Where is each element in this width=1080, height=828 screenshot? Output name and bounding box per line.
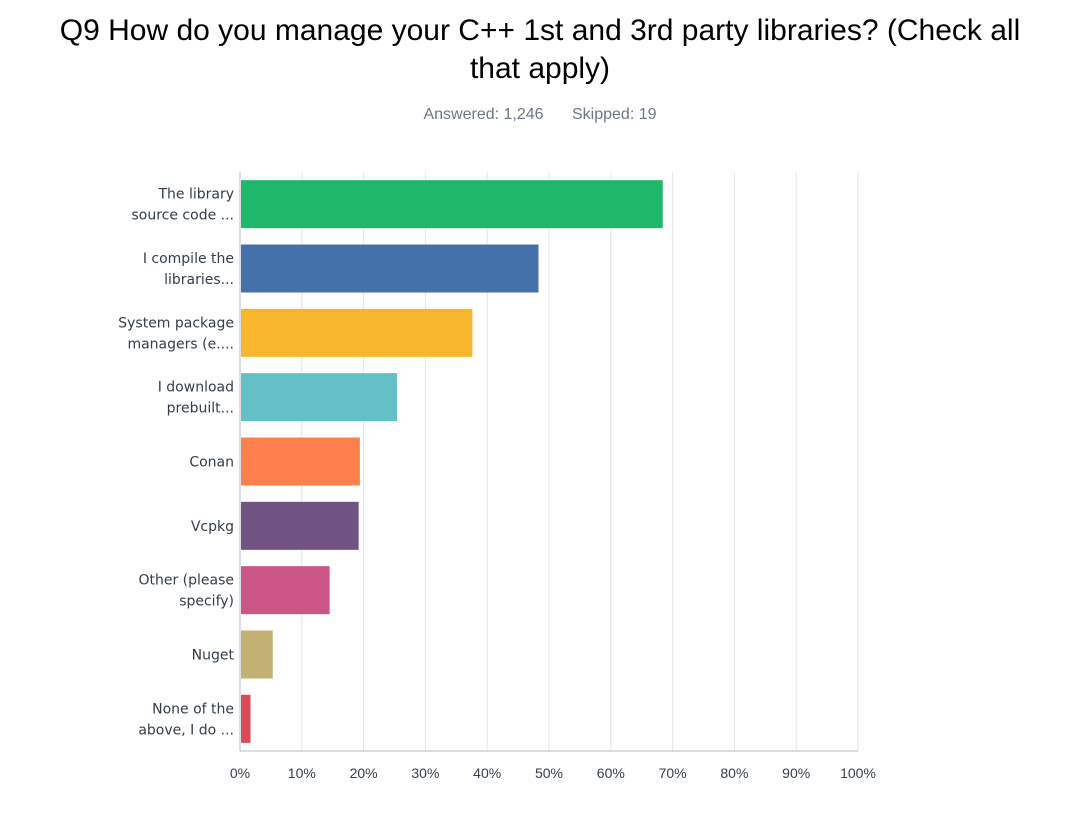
category-label-line: Nuget bbox=[192, 648, 235, 664]
category-label-line: None of the bbox=[152, 701, 234, 717]
category-label-line: Vcpkg bbox=[191, 519, 234, 535]
category-label: I download prebuilt... bbox=[158, 380, 234, 417]
category-label: Vcpkg bbox=[191, 519, 234, 535]
response-stats: Answered: 1,246 Skipped: 19 bbox=[0, 106, 1080, 124]
x-tick-label: 50% bbox=[535, 765, 563, 781]
category-label: Nuget bbox=[192, 648, 235, 664]
category-label: System package managers (e.... bbox=[118, 315, 234, 352]
category-label-line: specify) bbox=[179, 594, 234, 610]
category-label: I compile the libraries... bbox=[143, 251, 234, 288]
bars bbox=[241, 180, 663, 743]
category-label: Other (please specify) bbox=[138, 573, 234, 610]
bar bbox=[241, 630, 273, 679]
answered-count: Answered: 1,246 bbox=[423, 106, 544, 123]
x-tick-labels: 0% 10% 20% 30% 40% 50% 60% 70% 80% 90% 100% bbox=[230, 765, 876, 781]
category-label: Conan bbox=[189, 455, 234, 471]
bar bbox=[241, 308, 473, 357]
x-tick-label: 100% bbox=[840, 765, 876, 781]
bar bbox=[241, 437, 360, 486]
bar bbox=[241, 694, 251, 743]
x-tick-label: 30% bbox=[411, 765, 439, 781]
bar bbox=[241, 566, 330, 615]
chart-title-line-1: Q9 How do you manage your C++ 1st and 3r… bbox=[59, 14, 1021, 47]
x-tick-label: 0% bbox=[230, 765, 250, 781]
category-labels: The library source code ... I compile the l… bbox=[118, 187, 234, 739]
x-tick-label: 60% bbox=[597, 765, 625, 781]
category-label-line: above, I do ... bbox=[138, 722, 234, 738]
bar bbox=[241, 373, 397, 422]
category-label-line: I compile the bbox=[143, 251, 234, 267]
chart-title: Q9 How do you manage your C++ 1st and 3r… bbox=[0, 12, 1080, 88]
skipped-count: Skipped: 19 bbox=[572, 106, 657, 123]
bar bbox=[241, 180, 663, 229]
category-label-line: Other (please bbox=[138, 573, 234, 589]
category-label: The library source code ... bbox=[131, 187, 234, 224]
x-tick-label: 70% bbox=[659, 765, 687, 781]
category-label-line: managers (e.... bbox=[127, 336, 234, 352]
category-label-line: source code ... bbox=[131, 208, 234, 224]
category-label-line: prebuilt... bbox=[167, 401, 234, 417]
category-label-line: The library bbox=[157, 187, 234, 203]
category-label-line: I download bbox=[158, 380, 234, 396]
bar bbox=[241, 244, 539, 293]
x-tick-label: 90% bbox=[782, 765, 810, 781]
bar bbox=[241, 501, 359, 550]
x-tick-label: 40% bbox=[473, 765, 501, 781]
x-tick-label: 10% bbox=[288, 765, 316, 781]
x-tick-label: 20% bbox=[350, 765, 378, 781]
category-label-line: libraries... bbox=[164, 272, 234, 288]
category-label-line: Conan bbox=[189, 455, 234, 471]
chart-title-line-2: that apply) bbox=[469, 52, 611, 85]
category-label-line: System package bbox=[118, 315, 234, 331]
category-label: None of the above, I do ... bbox=[138, 701, 234, 738]
x-tick-label: 80% bbox=[720, 765, 748, 781]
